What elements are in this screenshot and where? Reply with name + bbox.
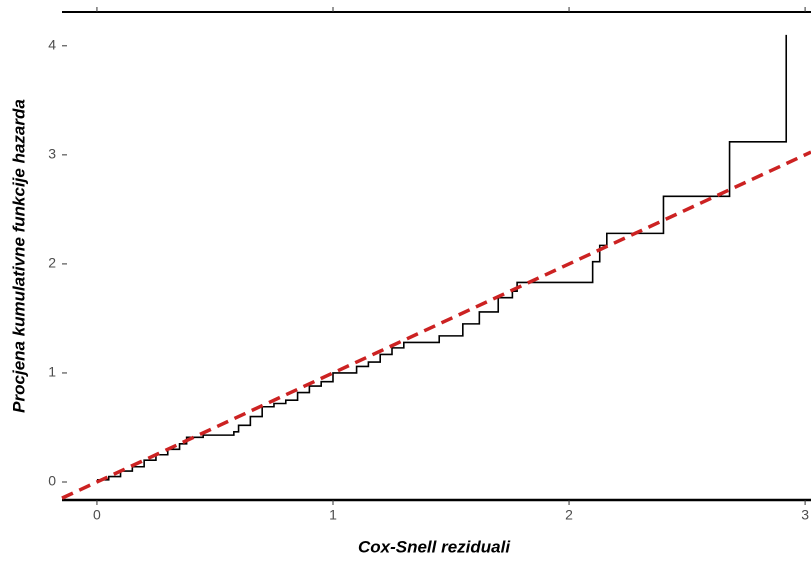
x-tick-label: 3: [801, 507, 809, 523]
x-axis-label: Cox-Snell reziduali: [358, 537, 511, 556]
y-tick-label: 2: [48, 255, 56, 271]
y-tick-label: 4: [48, 37, 56, 53]
y-tick-label: 1: [48, 364, 56, 380]
x-tick-label: 1: [329, 507, 337, 523]
y-tick-label: 3: [48, 146, 56, 162]
y-tick-label: 0: [48, 473, 56, 489]
step-line: [96, 34, 788, 481]
y-axis-label: Procjena kumulativne funkcije hazarda: [9, 99, 28, 413]
reference-line: [61, 150, 811, 500]
x-tick-label: 2: [565, 507, 573, 523]
x-tick-label: 0: [93, 507, 101, 523]
